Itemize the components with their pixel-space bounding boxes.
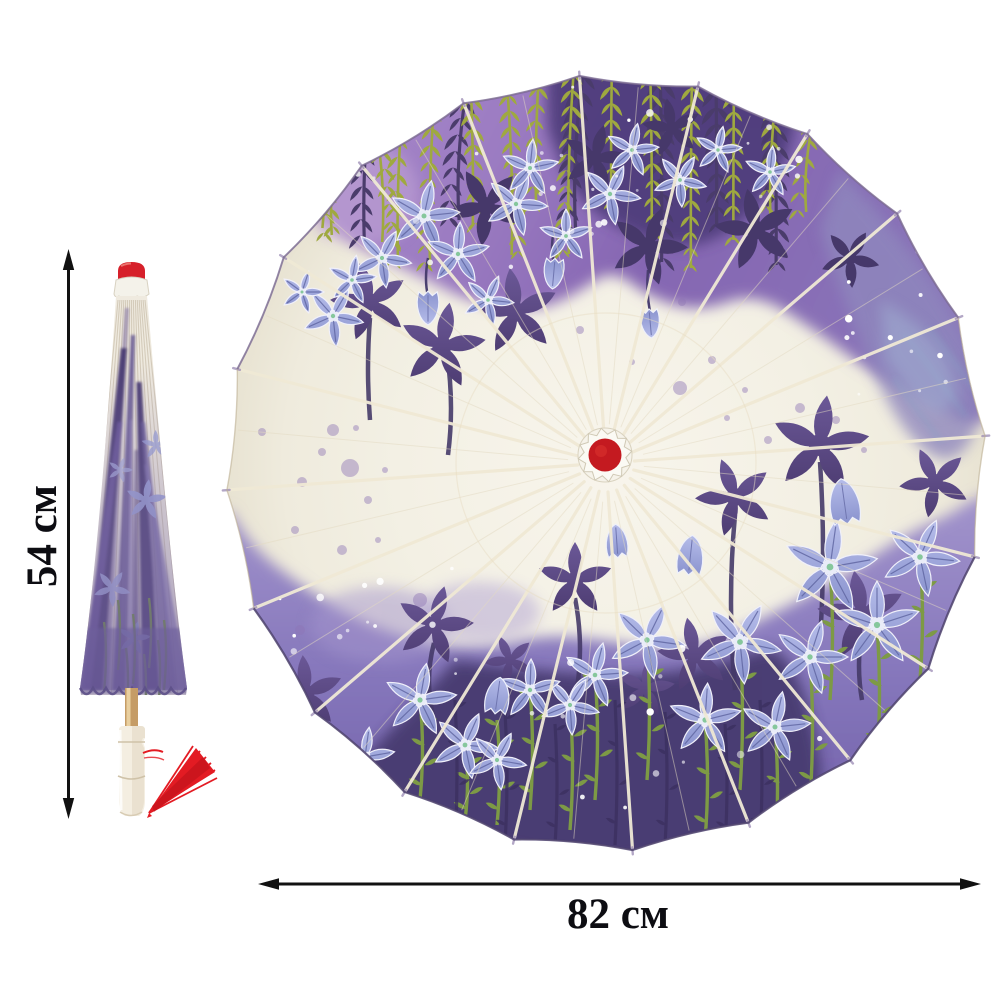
svg-text:82 см: 82 см [567,891,669,938]
svg-text:54 см: 54 см [19,485,66,587]
